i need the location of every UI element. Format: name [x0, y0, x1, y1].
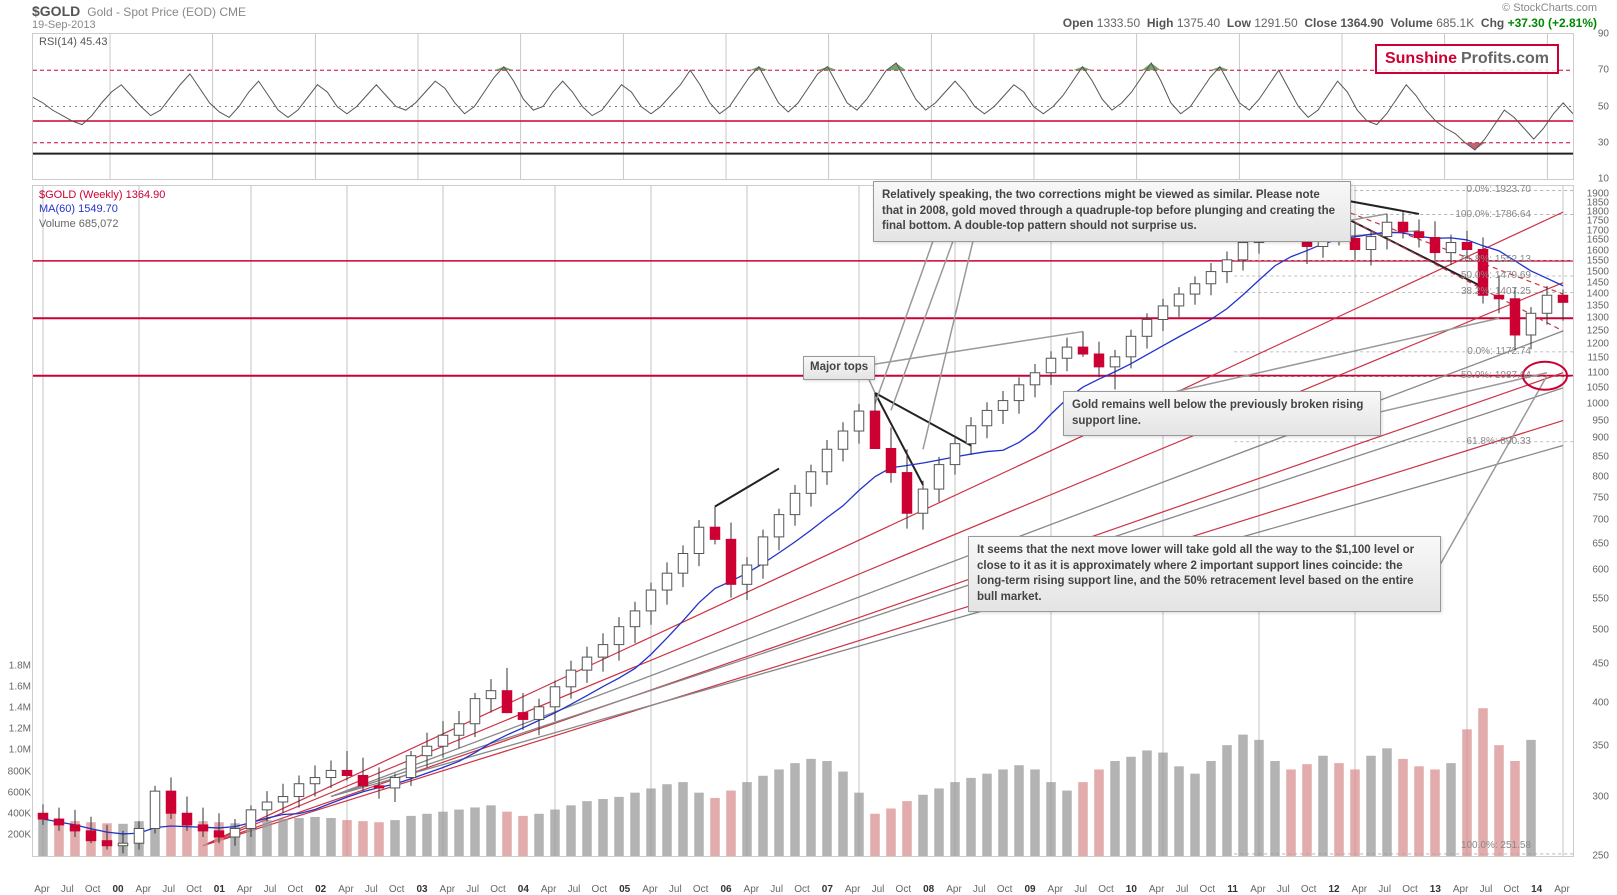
source-attribution: © StockCharts.com: [1502, 2, 1597, 14]
price-y-axis: 2503003504004505005506006507007508008509…: [1575, 186, 1609, 856]
price-panel: $GOLD (Weekly) 1364.90 MA(60) 1549.70 Vo…: [32, 185, 1574, 857]
main-labels: $GOLD (Weekly) 1364.90 MA(60) 1549.70 Vo…: [39, 188, 165, 231]
volume-y-axis: 200K400K600K800K1.0M1.2M1.4M1.6M1.8M: [0, 186, 31, 856]
fib-label: 61.8%: 1552.13: [1461, 254, 1531, 265]
high-value: 1375.40: [1177, 16, 1220, 30]
rsi-chart: [33, 34, 1573, 179]
price-series-label: $GOLD (Weekly) 1364.90: [39, 189, 165, 201]
note-corrections: Relatively speaking, the two corrections…: [873, 181, 1351, 242]
high-label: High: [1147, 16, 1174, 30]
open-label: Open: [1063, 16, 1094, 30]
chg-label: Chg: [1481, 16, 1504, 30]
watermark-part1: Sunshine: [1385, 50, 1457, 67]
note-support-line: Gold remains well below the previously b…: [1063, 391, 1381, 436]
fib-label: 50.0%: 1479.69: [1461, 270, 1531, 281]
low-value: 1291.50: [1254, 16, 1297, 30]
fib-label: 61.8%: 890.33: [1467, 436, 1532, 447]
ohlc-bar: Open 1333.50 High 1375.40 Low 1291.50 Cl…: [1063, 16, 1597, 30]
vol-label: Volume: [1390, 16, 1432, 30]
major-tops-label: Major tops: [803, 356, 875, 380]
vol-series-label: Volume 685,072: [39, 218, 119, 230]
low-label: Low: [1227, 16, 1251, 30]
ma-series-label: MA(60) 1549.70: [39, 203, 118, 215]
note-target: It seems that the next move lower will t…: [968, 536, 1441, 612]
rsi-panel: RSI(14) 45.43 1030507090 SunshineProfits…: [32, 33, 1574, 180]
fib-label: 38.2%: 1407.25: [1461, 286, 1531, 297]
chart-date: 19-Sep-2013: [32, 19, 96, 31]
close-value: 1364.90: [1340, 16, 1383, 30]
rsi-y-axis: 1030507090: [1575, 34, 1609, 179]
watermark-part2: Profits.com: [1461, 50, 1549, 67]
ticker-description: Gold - Spot Price (EOD) CME: [87, 5, 246, 19]
fib-label: 0.0%: 1172.74: [1467, 346, 1531, 357]
close-label: Close: [1304, 16, 1337, 30]
open-value: 1333.50: [1097, 16, 1140, 30]
vol-value: 685.1K: [1436, 16, 1474, 30]
fib-label: 0.0%: 1923.70: [1467, 184, 1532, 195]
fib-label: 100.0%: 1786.64: [1455, 209, 1531, 220]
fib-label: 100.0%: 251.58: [1461, 840, 1531, 851]
ticker-symbol: $GOLD: [32, 3, 80, 19]
rsi-label: RSI(14) 45.43: [39, 36, 107, 48]
chg-value: +37.30 (+2.81%): [1508, 16, 1597, 30]
price-chart: [33, 186, 1573, 856]
watermark-badge: SunshineProfits.com: [1375, 44, 1559, 74]
fib-label: 50.0%: 1087.64: [1461, 370, 1531, 381]
